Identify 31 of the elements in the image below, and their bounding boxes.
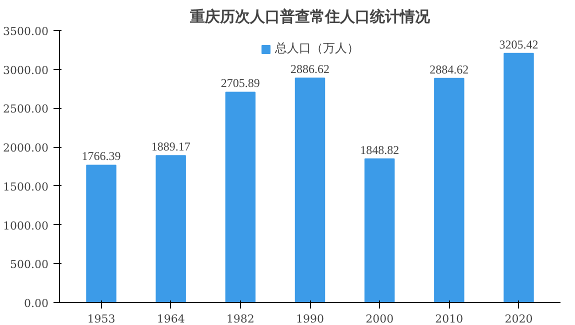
y-tick-label: 0.00 bbox=[24, 297, 49, 310]
y-tick-label: 2500.00 bbox=[3, 102, 49, 116]
chart-title: 重庆历次人口普查常住人口统计情况 bbox=[189, 8, 431, 26]
bar bbox=[86, 164, 116, 302]
bar bbox=[504, 52, 534, 302]
y-tick-label: 500.00 bbox=[10, 258, 49, 272]
y-tick-label: 2000.00 bbox=[3, 142, 49, 155]
data-label: 1848.82 bbox=[360, 142, 400, 157]
x-tick-label: 1982 bbox=[226, 312, 254, 325]
y-tick-label: 3500.00 bbox=[3, 25, 49, 38]
data-label: 3205.42 bbox=[499, 37, 538, 52]
data-label: 2705.89 bbox=[220, 76, 260, 90]
data-label: 2886.62 bbox=[290, 62, 330, 76]
bar bbox=[294, 78, 326, 302]
bar bbox=[364, 158, 395, 302]
bar bbox=[225, 92, 256, 302]
y-tick-label: 1500.00 bbox=[3, 180, 49, 194]
x-tick-label: 2000 bbox=[366, 312, 394, 325]
data-label: 1766.39 bbox=[82, 149, 121, 164]
x-tick-label: 2010 bbox=[435, 312, 464, 325]
y-tick-label: 1000.00 bbox=[3, 219, 49, 232]
x-tick-label: 1953 bbox=[87, 312, 116, 325]
bar bbox=[434, 78, 464, 302]
y-tick-label: 3000.00 bbox=[3, 64, 49, 77]
bar bbox=[156, 155, 186, 302]
x-tick-label: 1964 bbox=[156, 312, 185, 325]
data-label: 2884.62 bbox=[430, 62, 469, 76]
legend-label: 总人口（万人） bbox=[275, 40, 359, 57]
data-label: 1889.17 bbox=[151, 140, 190, 154]
x-tick-label: 1990 bbox=[296, 312, 324, 325]
x-tick-label: 2020 bbox=[504, 312, 533, 325]
